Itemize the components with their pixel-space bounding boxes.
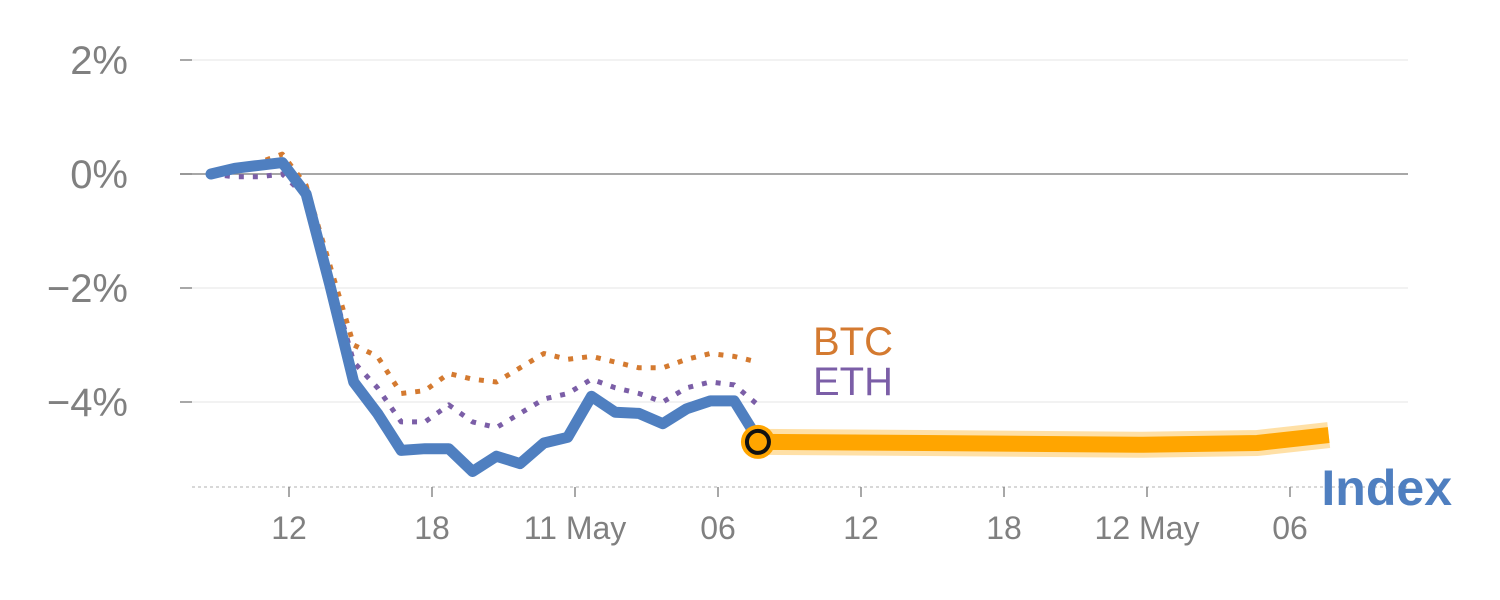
x-tick-label: 18 [986, 510, 1022, 546]
current-value-marker [744, 428, 771, 455]
y-tick-label: −2% [47, 267, 128, 311]
forecast-band [757, 427, 1330, 453]
index-label: Index [1321, 460, 1452, 516]
y-tick-label: 0% [70, 153, 128, 197]
y-axis: 2% 0% −2% −4% [47, 39, 192, 425]
y-tick-label: −4% [47, 381, 128, 425]
x-tick-label: 06 [1272, 510, 1308, 546]
x-axis: 12 18 11 May 06 12 18 12 May 06 [192, 486, 1408, 546]
eth-series-line [210, 171, 760, 431]
grid-layer [180, 59, 1408, 403]
btc-label: BTC [813, 320, 893, 364]
x-tick-label: 12 May [1095, 510, 1200, 546]
x-tick-label: 18 [414, 510, 450, 546]
x-tick-label: 06 [700, 510, 736, 546]
y-tick-label: 2% [70, 39, 128, 83]
x-tick-label: 12 [843, 510, 879, 546]
series-layer [205, 151, 1331, 477]
btc-series-line [210, 151, 759, 396]
marker-layer [740, 424, 775, 459]
x-tick-label: 12 [271, 510, 307, 546]
eth-label: ETH [813, 360, 893, 404]
x-tick-label: 11 May [524, 510, 627, 546]
index-series-line [205, 157, 764, 477]
